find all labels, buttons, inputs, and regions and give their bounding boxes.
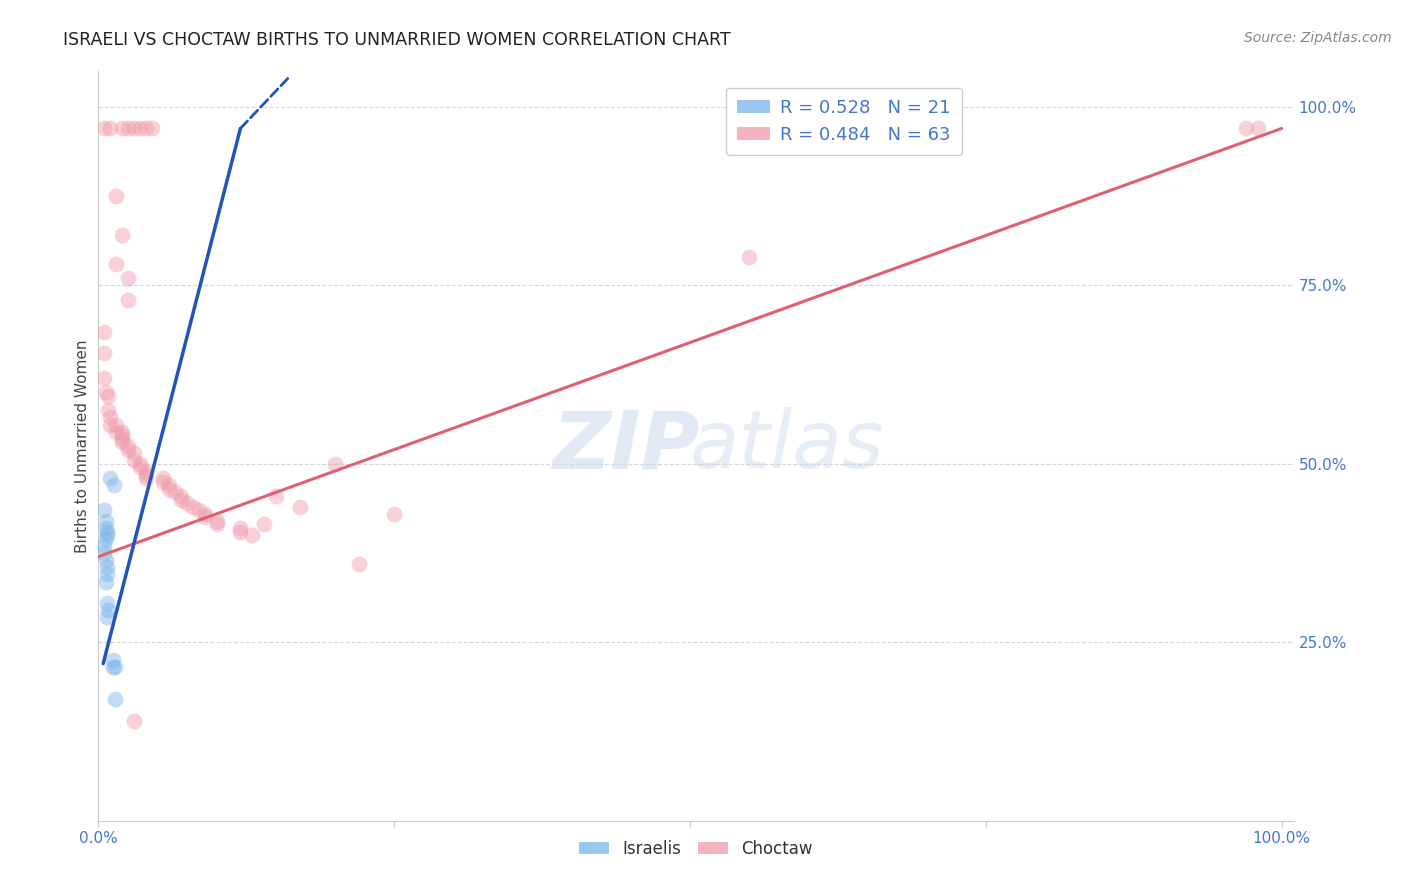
Point [98,410,121,425]
Point [93,121,115,136]
Point [111,432,134,446]
Point [96,528,118,542]
Y-axis label: Births to Unmarried Women: Births to Unmarried Women [75,339,90,553]
Point [94,532,117,546]
Point [347,557,370,571]
Point [94,574,117,589]
Point [94,385,117,400]
Point [738,250,761,264]
Point [93,325,115,339]
Text: ZIP: ZIP [553,407,700,485]
Point [96,610,118,624]
Point [152,475,174,489]
Point [122,714,145,728]
Point [135,467,157,482]
Text: ISRAELI VS CHOCTAW BIRTHS TO UNMARRIED WOMEN CORRELATION CHART: ISRAELI VS CHOCTAW BIRTHS TO UNMARRIED W… [63,31,731,49]
Point [253,517,276,532]
Point [194,507,217,521]
Point [94,514,117,528]
Point [111,435,134,450]
Point [98,471,121,485]
Point [101,653,124,667]
Point [117,439,139,453]
Point [117,293,139,307]
Point [96,567,118,582]
Point [93,539,115,553]
Point [103,478,125,492]
Point [117,271,139,285]
Point [105,425,128,439]
Point [93,371,115,385]
Point [1234,121,1257,136]
Point [122,121,145,136]
Point [105,189,128,203]
Point [104,692,127,706]
Point [128,460,150,475]
Point [176,496,198,510]
Point [152,471,174,485]
Text: atlas: atlas [690,407,884,485]
Point [98,121,121,136]
Point [105,417,128,432]
Point [96,524,118,539]
Point [111,428,134,442]
Legend: Israelis, Choctaw: Israelis, Choctaw [572,833,820,864]
Point [105,257,128,271]
Point [165,485,187,500]
Point [93,503,115,517]
Point [382,507,405,521]
Point [288,500,311,514]
Point [240,528,263,542]
Point [97,603,120,617]
Point [111,228,134,243]
Point [94,521,117,535]
Point [111,121,134,136]
Point [194,510,217,524]
Point [117,442,139,457]
Point [1247,121,1270,136]
Point [188,503,211,517]
Point [205,514,228,528]
Point [122,453,145,467]
Point [97,403,120,417]
Point [96,560,118,574]
Point [93,546,115,560]
Point [122,446,145,460]
Point [135,121,157,136]
Point [111,425,134,439]
Point [135,464,157,478]
Point [128,121,150,136]
Point [170,492,193,507]
Point [205,517,228,532]
Point [157,478,180,492]
Text: Source: ZipAtlas.com: Source: ZipAtlas.com [1244,31,1392,45]
Point [94,553,117,567]
Point [128,457,150,471]
Point [229,521,252,535]
Point [141,121,163,136]
Point [135,471,157,485]
Point [229,524,252,539]
Point [101,660,124,674]
Point [97,389,120,403]
Point [170,489,193,503]
Point [264,489,287,503]
Point [104,660,127,674]
Point [98,417,121,432]
Point [157,482,180,496]
Point [181,500,204,514]
Point [96,596,118,610]
Point [117,121,139,136]
Point [93,346,115,360]
Point [323,457,346,471]
